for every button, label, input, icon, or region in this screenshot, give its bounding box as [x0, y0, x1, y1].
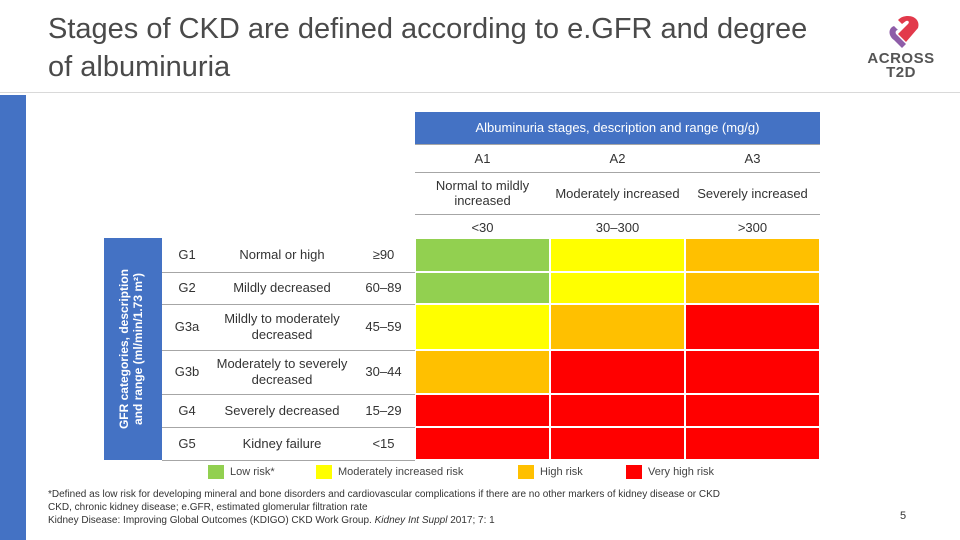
gfr-row-range: 60–89 [365, 280, 402, 295]
gfr-row-range: ≥90 [372, 247, 395, 262]
page-number: 5 [900, 510, 907, 522]
risk-cell [551, 239, 684, 271]
risk-cell [686, 351, 819, 393]
risk-cell [686, 395, 819, 426]
gfr-side-label-line2: and range (ml/min/1.73 m²) [131, 272, 145, 426]
legend-label: Low risk* [230, 466, 275, 478]
gfr-row-divider [162, 350, 415, 351]
risk-cell [416, 428, 549, 459]
gfr-row-code: G2 [178, 280, 196, 295]
legend-label: High risk [540, 466, 583, 478]
risk-cell [551, 428, 684, 459]
legend-entry: Very high risk [626, 462, 714, 482]
albuminuria-divider [415, 214, 820, 215]
risk-cell [416, 239, 549, 271]
gfr-row-code: G1 [178, 247, 196, 262]
footnote: *Defined as low risk for developing mine… [48, 488, 848, 527]
albuminuria-stage-description: Severely increased [697, 185, 808, 201]
risk-cell [551, 395, 684, 426]
logo-text: ACROSS T2D [862, 50, 940, 81]
legend-swatch [208, 465, 224, 479]
risk-cell [416, 273, 549, 303]
risk-cell [416, 351, 549, 393]
albuminuria-stage-range: 30–300 [595, 219, 640, 235]
gfr-row-code: G5 [178, 435, 196, 451]
citation-journal: Kidney Int Suppl [374, 515, 448, 526]
gfr-row-divider [162, 427, 415, 428]
legend-entry: Moderately increased risk [316, 462, 463, 482]
citation-text: Kidney Disease: Improving Global Outcome… [48, 515, 372, 526]
legend-swatch [626, 465, 642, 479]
citation-details: 2017; 7: 1 [450, 515, 495, 526]
albuminuria-stage-range: >300 [737, 219, 768, 235]
gfr-row-description: Kidney failure [242, 435, 322, 451]
legend-label: Moderately increased risk [338, 466, 464, 478]
gfr-row-code: G3a [174, 319, 200, 334]
footnote-line3: Kidney Disease: Improving Global Outcome… [48, 514, 848, 527]
across-t2d-logo: ACROSS T2D [862, 12, 940, 84]
legend-entry: Low risk* [208, 462, 275, 482]
gfr-row-description: Severely decreased [224, 402, 340, 418]
left-accent-band [0, 95, 26, 540]
risk-cell [416, 305, 549, 349]
gfr-row-description: Mildly decreased [233, 280, 331, 295]
gfr-row-range: 45–59 [365, 319, 402, 334]
albuminuria-stage-range: <30 [471, 219, 494, 235]
gfr-row-divider [162, 394, 415, 395]
albuminuria-stage-code: A3 [744, 150, 761, 166]
albuminuria-stage-code: A2 [609, 150, 626, 166]
risk-cell [551, 305, 684, 349]
gfr-row-description: Moderately to severely decreased [216, 356, 348, 387]
footnote-line1: *Defined as low risk for developing mine… [48, 489, 721, 500]
albuminuria-stage-code: A1 [474, 150, 491, 166]
gfr-row-description: Normal or high [239, 247, 325, 262]
gfr-row-divider [162, 460, 415, 461]
legend-swatch [316, 465, 332, 479]
gfr-row-code: G4 [178, 402, 196, 418]
gfr-row-range: 30–44 [365, 364, 402, 379]
logo-line2: T2D [886, 64, 916, 81]
albuminuria-header: Albuminuria stages, description and rang… [415, 112, 820, 144]
footnote-line2: CKD, chronic kidney disease; e.GFR, esti… [48, 502, 368, 513]
title-divider [0, 92, 960, 93]
gfr-side-label-line1: GFR categories, description [117, 268, 131, 430]
gfr-row-code: G3b [174, 364, 200, 379]
albuminuria-stage-description: Moderately increased [555, 185, 680, 201]
gfr-row-divider [162, 272, 415, 273]
gfr-row-range: 15–29 [365, 402, 402, 418]
gfr-row-range: <15 [372, 435, 395, 451]
risk-cell [686, 305, 819, 349]
risk-cell [551, 351, 684, 393]
risk-cell [416, 395, 549, 426]
gfr-side-label: GFR categories, description and range (m… [117, 239, 145, 459]
logo-mark-icon [889, 16, 919, 48]
gfr-row-divider [162, 304, 415, 305]
risk-cell [551, 273, 684, 303]
gfr-side-panel [104, 238, 162, 460]
albuminuria-divider [415, 172, 820, 173]
albuminuria-divider [415, 144, 820, 145]
albuminuria-stage-description: Normal to mildly increased [435, 178, 530, 208]
page-title: Stages of CKD are defined according to e… [48, 13, 808, 83]
gfr-row-description: Mildly to moderately decreased [224, 311, 340, 342]
legend-label: Very high risk [648, 466, 715, 478]
legend-entry: High risk [518, 462, 583, 482]
legend-swatch [518, 465, 534, 479]
risk-cell [686, 273, 819, 303]
logo-line1: ACROSS [867, 50, 935, 67]
risk-cell [686, 239, 819, 271]
risk-cell [686, 428, 819, 459]
